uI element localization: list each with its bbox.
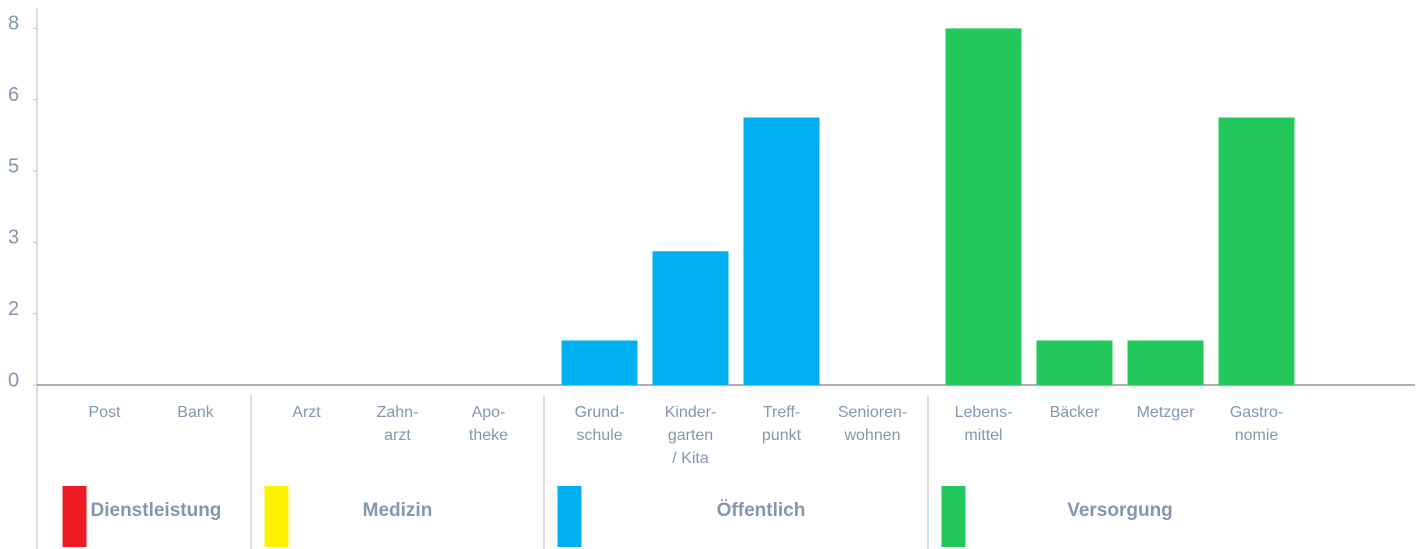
x-tick-label: Zahn- arzt (376, 404, 419, 444)
legend-label: Medizin (363, 500, 433, 521)
x-tick-label: Senioren- wohnen (837, 404, 908, 444)
legend-swatch (62, 486, 87, 547)
y-tick-label: 3 (8, 227, 19, 249)
x-tick-label: Bank (177, 404, 214, 421)
x-tick-label: Gastro- nomie (1229, 404, 1284, 444)
x-tick-label: Kinder- garten / Kita (664, 404, 717, 467)
y-tick-label: 6 (8, 84, 19, 106)
x-tick-label: Bäcker (1049, 404, 1100, 421)
y-tick-label: 2 (8, 298, 19, 320)
bar (945, 28, 1022, 385)
x-tick-label: Apo- theke (468, 404, 509, 444)
bar (561, 340, 638, 385)
y-tick-label: 5 (8, 155, 19, 177)
y-tick-label: 0 (8, 369, 19, 391)
x-tick-label: Post (88, 404, 121, 421)
bar (652, 251, 729, 385)
x-tick-label: Lebens- mittel (954, 404, 1013, 444)
bar (1127, 340, 1204, 385)
legend-swatch (264, 486, 289, 547)
x-tick-label: Metzger (1136, 404, 1195, 421)
legend-label: Öffentlich (717, 500, 806, 521)
y-tick-label: 8 (8, 13, 19, 35)
x-tick-label: Treff- punkt (761, 404, 802, 444)
x-tick-label: Arzt (292, 404, 321, 421)
bar (743, 117, 820, 385)
legend-label: Versorgung (1067, 500, 1173, 521)
bar (1036, 340, 1113, 385)
x-tick-label: Grund- schule (574, 404, 625, 444)
legend-label: Dienstleistung (91, 500, 222, 521)
bar (1218, 117, 1295, 385)
legend-swatch (941, 486, 966, 547)
legend-swatch (557, 486, 582, 547)
